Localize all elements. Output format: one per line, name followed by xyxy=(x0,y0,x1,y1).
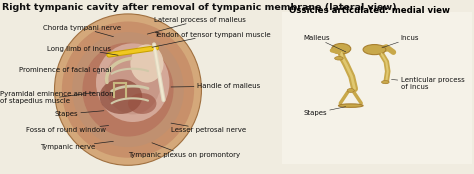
Ellipse shape xyxy=(363,45,386,55)
Ellipse shape xyxy=(382,81,389,84)
Text: Stapes: Stapes xyxy=(303,107,346,116)
Text: Long limb of incus: Long limb of incus xyxy=(47,46,118,55)
Text: Handle of malleus: Handle of malleus xyxy=(171,83,260,89)
Text: Incus: Incus xyxy=(382,35,419,48)
Ellipse shape xyxy=(72,32,184,147)
Text: Lesser petrosal nerve: Lesser petrosal nerve xyxy=(171,123,246,133)
Ellipse shape xyxy=(335,57,343,60)
Ellipse shape xyxy=(332,44,351,54)
Ellipse shape xyxy=(100,79,142,114)
Ellipse shape xyxy=(105,51,161,114)
Text: Right tympanic cavity after removal of tympanic membrane (lateral view): Right tympanic cavity after removal of t… xyxy=(2,3,397,12)
Text: Pyramidal eminence and tendon
of stapedius muscle: Pyramidal eminence and tendon of stapedi… xyxy=(0,91,114,104)
Text: Tendon of tensor tympani muscle: Tendon of tensor tympani muscle xyxy=(152,32,271,47)
FancyBboxPatch shape xyxy=(282,12,472,164)
Text: Lenticular process
of incus: Lenticular process of incus xyxy=(392,77,464,90)
Ellipse shape xyxy=(347,89,354,92)
Text: Malleus: Malleus xyxy=(303,35,346,52)
Text: Lateral process of malleus: Lateral process of malleus xyxy=(147,17,246,34)
Text: Tympanic nerve: Tympanic nerve xyxy=(40,141,113,150)
Text: Chorda tympani nerve: Chorda tympani nerve xyxy=(43,25,121,37)
Ellipse shape xyxy=(130,44,164,83)
Text: Stapes: Stapes xyxy=(55,111,104,117)
Text: Ossicles articulated: medial view: Ossicles articulated: medial view xyxy=(289,6,450,15)
Ellipse shape xyxy=(62,21,194,158)
Ellipse shape xyxy=(82,43,173,137)
Ellipse shape xyxy=(96,43,169,122)
Text: Tympanic plexus on promontory: Tympanic plexus on promontory xyxy=(128,143,240,158)
Ellipse shape xyxy=(55,14,201,165)
Ellipse shape xyxy=(338,104,363,107)
Text: Prominence of facial canal: Prominence of facial canal xyxy=(19,67,111,73)
Text: Fossa of round window: Fossa of round window xyxy=(26,126,109,133)
Ellipse shape xyxy=(128,93,156,114)
